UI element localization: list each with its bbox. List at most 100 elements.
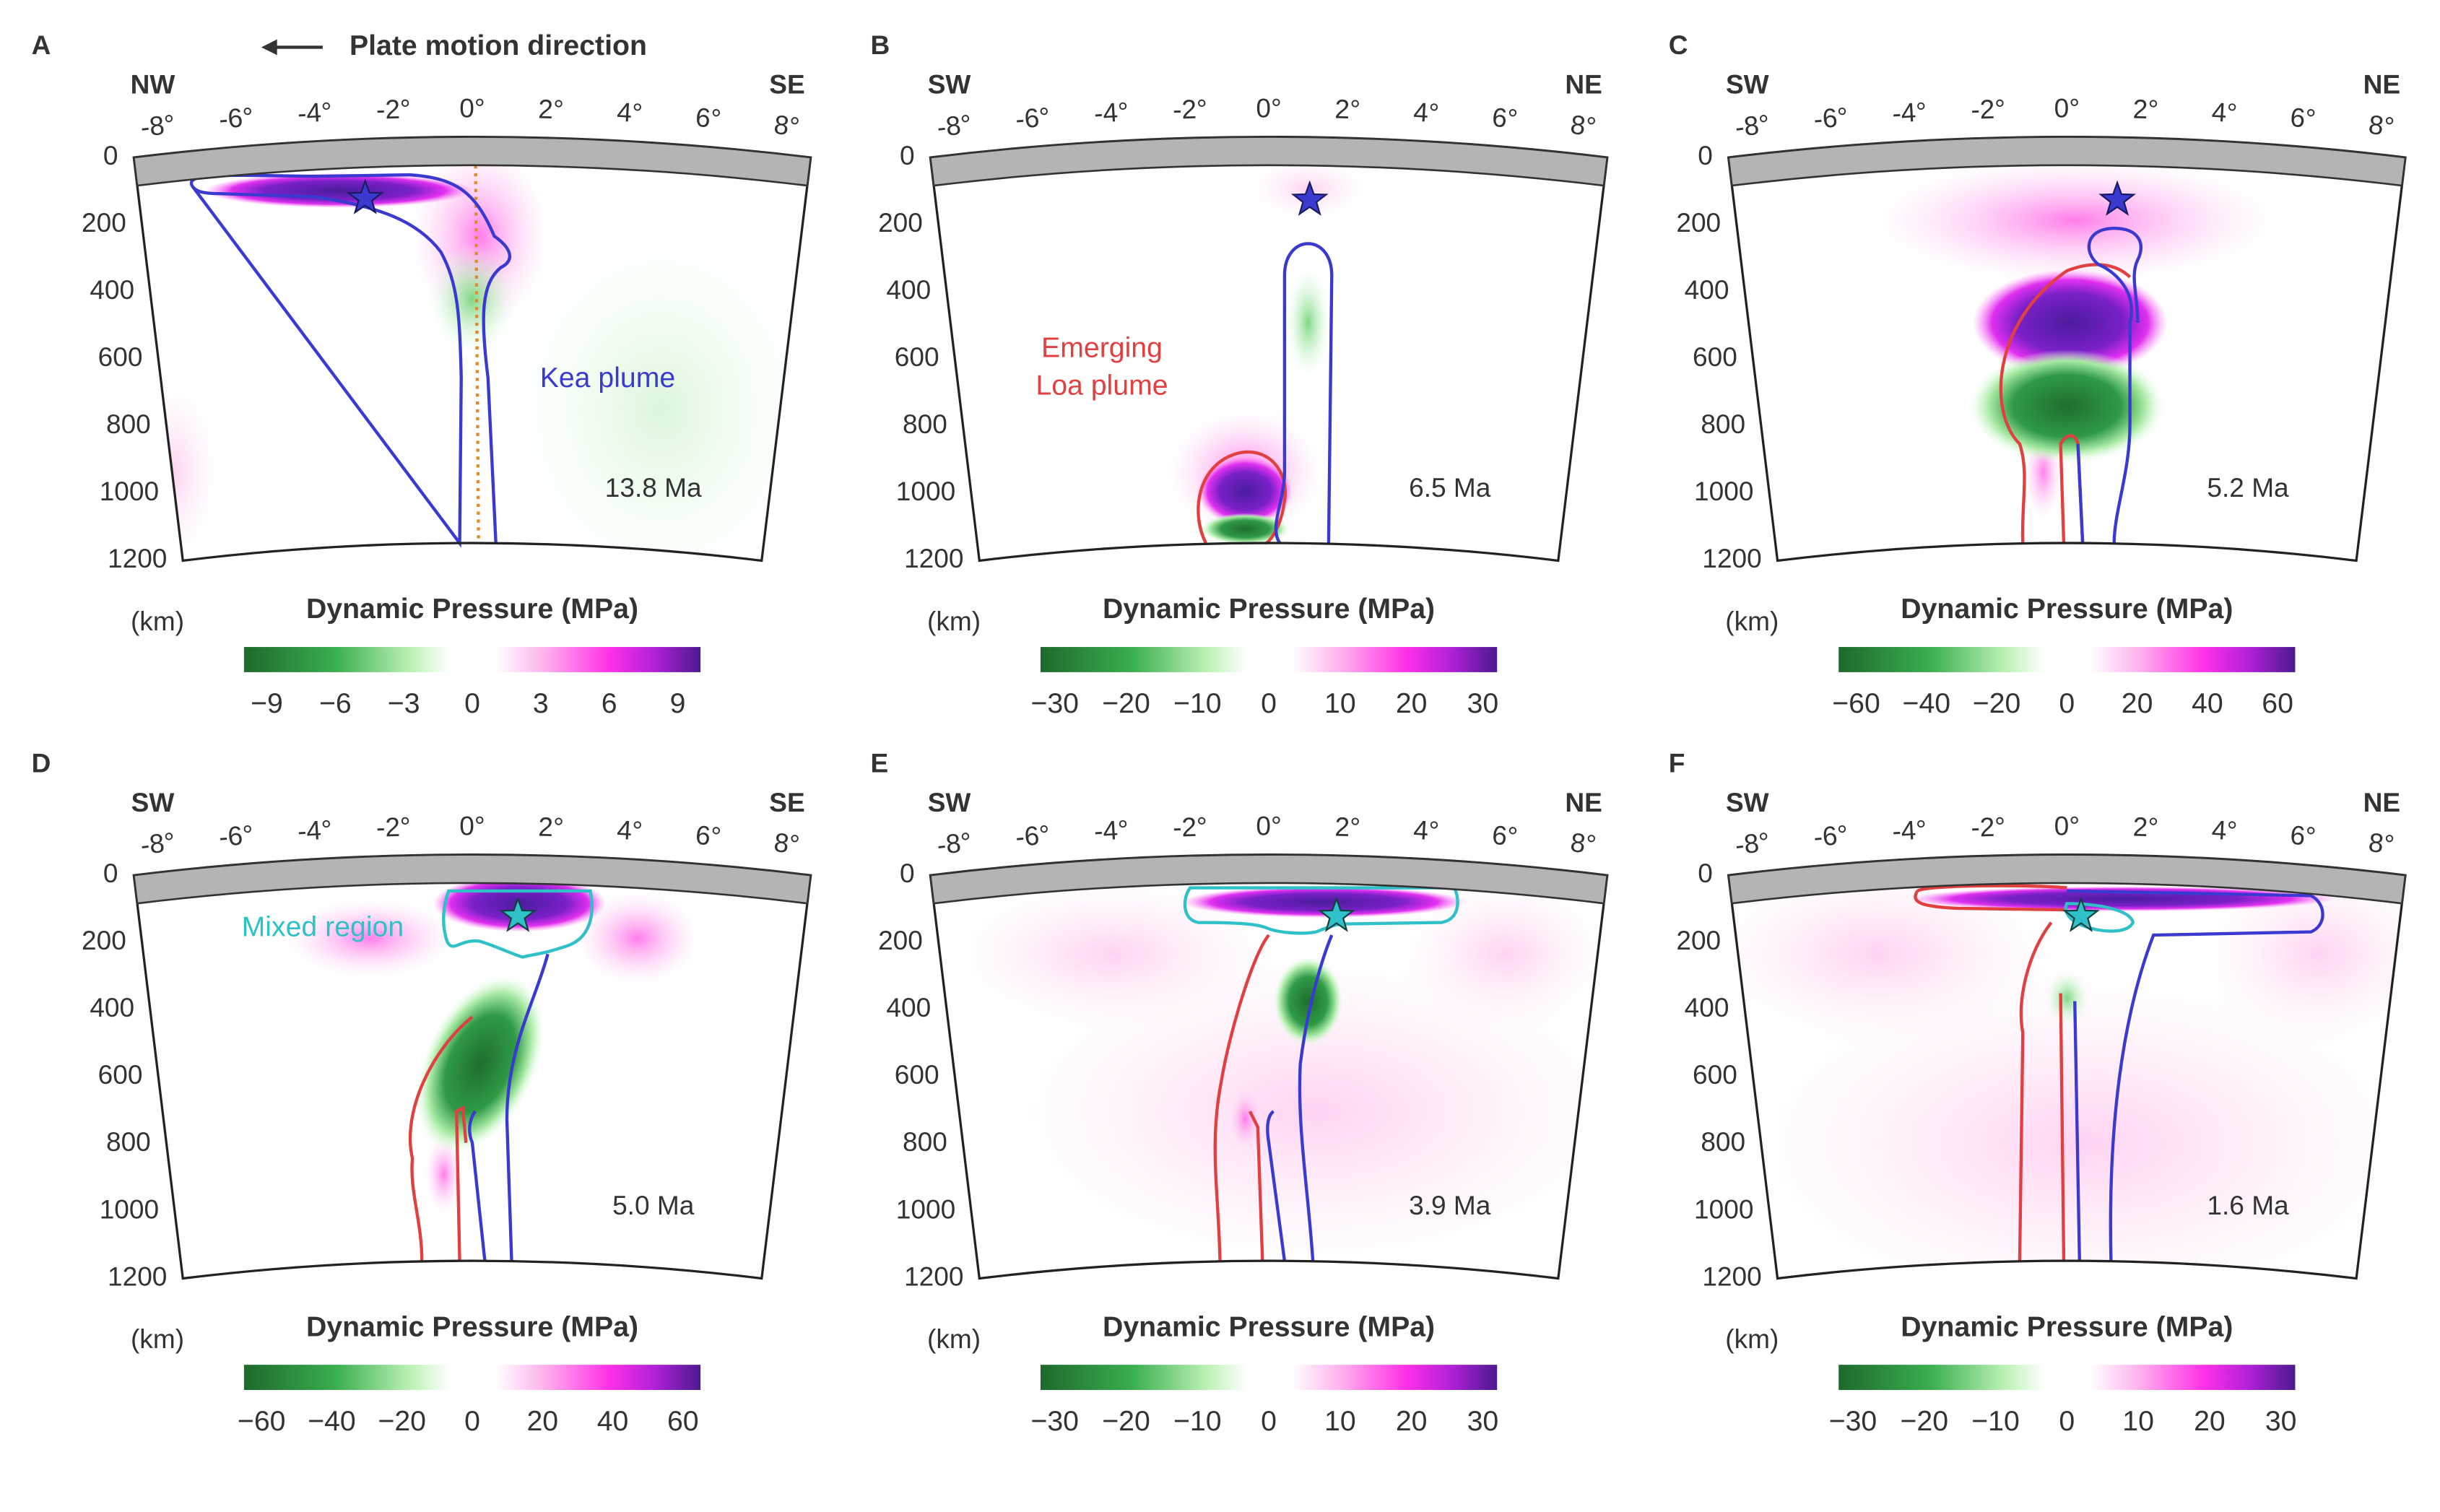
colorbar-tick-label: −30 (1829, 1405, 1877, 1437)
direction-left: SW (1726, 787, 1769, 817)
colorbar-tick-label: 0 (464, 1405, 480, 1437)
x-tick-label: 8° (2367, 827, 2396, 860)
x-tick-label: -6° (1812, 101, 1849, 134)
colorbar-tick-label: 0 (1261, 1405, 1277, 1437)
colorbar-tick-label: 40 (597, 1405, 629, 1437)
loa-contour (1999, 263, 2132, 544)
x-tick-label: 2° (2132, 812, 2159, 843)
colorbar-tick-label: 30 (2265, 1405, 2297, 1437)
y-tick-label: 200 (878, 207, 923, 238)
field-blob (283, 898, 457, 978)
y-tick-label: 1000 (1694, 1194, 1753, 1224)
y-tick-label: 600 (98, 1059, 143, 1090)
x-tick-label: -4° (1891, 96, 1927, 129)
colorbar-tick-label: 9 (670, 687, 686, 719)
x-tick-label: 8° (2367, 109, 2396, 142)
panel-letter: E (871, 747, 889, 778)
field-blob (1273, 957, 1343, 1046)
x-tick-label: -8° (935, 826, 973, 860)
x-tick-label: 2° (538, 812, 565, 843)
x-tick-label: 8° (773, 827, 802, 860)
field-blob (1182, 886, 1466, 918)
panel-letter: A (32, 30, 51, 60)
loa-contour (1248, 1111, 1264, 1261)
x-tick-label: 6° (695, 820, 723, 852)
colorbar-tick-label: 20 (1396, 1405, 1428, 1437)
x-tick-label: -4° (1093, 814, 1129, 846)
panel-letter: F (1669, 747, 1685, 778)
colorbar-tick-label: −10 (1971, 1405, 2020, 1437)
y-axis-label: (km) (131, 606, 184, 636)
y-tick-label: 1200 (1702, 1261, 1761, 1291)
x-tick-label: 6° (2289, 820, 2317, 852)
x-tick-label: 2° (1334, 93, 1361, 124)
x-tick-label: -4° (297, 96, 333, 129)
colorbar-tick-label: −20 (1102, 1405, 1150, 1437)
y-tick-label: 1200 (904, 543, 963, 573)
y-tick-label: 800 (903, 409, 947, 439)
y-tick-label: 200 (1676, 925, 1721, 955)
colorbar-tick-label: 20 (1396, 687, 1428, 719)
colorbar-title: Dynamic Pressure (MPa) (1103, 1311, 1435, 1342)
y-tick-label: 800 (903, 1126, 947, 1157)
loa-contour (454, 1105, 468, 1261)
colorbar (1838, 1365, 2296, 1390)
field-blob (1201, 513, 1290, 545)
x-tick-label: 2° (538, 93, 565, 124)
lithosphere-band (1727, 136, 2407, 187)
colorbar-tick-label: −6 (319, 687, 352, 719)
y-tick-label: 400 (1685, 274, 1729, 305)
x-tick-label: -6° (217, 101, 254, 134)
y-tick-label: 200 (82, 925, 126, 955)
x-tick-label: 0° (2054, 92, 2080, 123)
x-tick-label: 6° (1491, 820, 1519, 852)
kea-contour (1274, 242, 1334, 544)
pressure-field (1870, 165, 2280, 520)
colorbar-tick-label: −40 (1903, 687, 1951, 719)
field-blob (969, 938, 1605, 1279)
direction-left: SW (131, 787, 175, 817)
x-tick-label: 4° (2211, 97, 2239, 129)
colorbar-title: Dynamic Pressure (MPa) (1901, 593, 2233, 625)
time-label: 6.5 Ma (1409, 472, 1491, 503)
y-tick-label: 400 (886, 992, 931, 1022)
panel-letter: C (1669, 30, 1688, 60)
pressure-field (1732, 883, 2402, 1279)
x-tick-label: 4° (616, 97, 643, 129)
colorbar-tick-label: 40 (2192, 687, 2223, 719)
field-blob (416, 975, 544, 1153)
colorbar-tick-label: 20 (2194, 1405, 2226, 1437)
y-tick-label: 1000 (896, 1194, 955, 1224)
y-tick-label: 1200 (108, 543, 167, 573)
x-tick-label: 4° (616, 814, 643, 846)
kea-label: Kea plume (540, 362, 676, 394)
x-tick-label: 8° (1569, 109, 1598, 142)
colorbar (1838, 647, 2296, 672)
colorbar-tick-label: 0 (2059, 687, 2075, 719)
mixed-contour (2064, 902, 2135, 933)
kea-contour (1266, 934, 1334, 1261)
colorbar-title: Dynamic Pressure (MPa) (1901, 1311, 2233, 1342)
field-blob (427, 243, 517, 355)
colorbar-title: Dynamic Pressure (MPa) (1103, 593, 1435, 625)
field-blob (1870, 165, 2280, 284)
x-tick-label: -6° (1015, 101, 1051, 134)
mixed-label: Mixed region (242, 911, 404, 943)
field-blob (204, 173, 472, 208)
panel-f-field (1732, 883, 2402, 1279)
direction-left: SW (928, 69, 971, 100)
y-axis-label: (km) (927, 606, 981, 636)
colorbar-tick-label: 0 (2059, 1405, 2075, 1437)
y-tick-label: 0 (900, 858, 915, 888)
y-tick-label: 800 (106, 409, 151, 439)
colorbar-tick-label: 60 (2262, 687, 2293, 719)
time-label: 5.2 Ma (2207, 472, 2289, 503)
time-label: 1.6 Ma (2207, 1190, 2289, 1220)
y-tick-label: 800 (1701, 1126, 1745, 1157)
colorbar-tick-label: −60 (238, 1405, 286, 1437)
pressure-field (1166, 165, 1371, 545)
x-tick-label: -4° (1891, 814, 1927, 846)
colorbar (243, 1365, 701, 1390)
